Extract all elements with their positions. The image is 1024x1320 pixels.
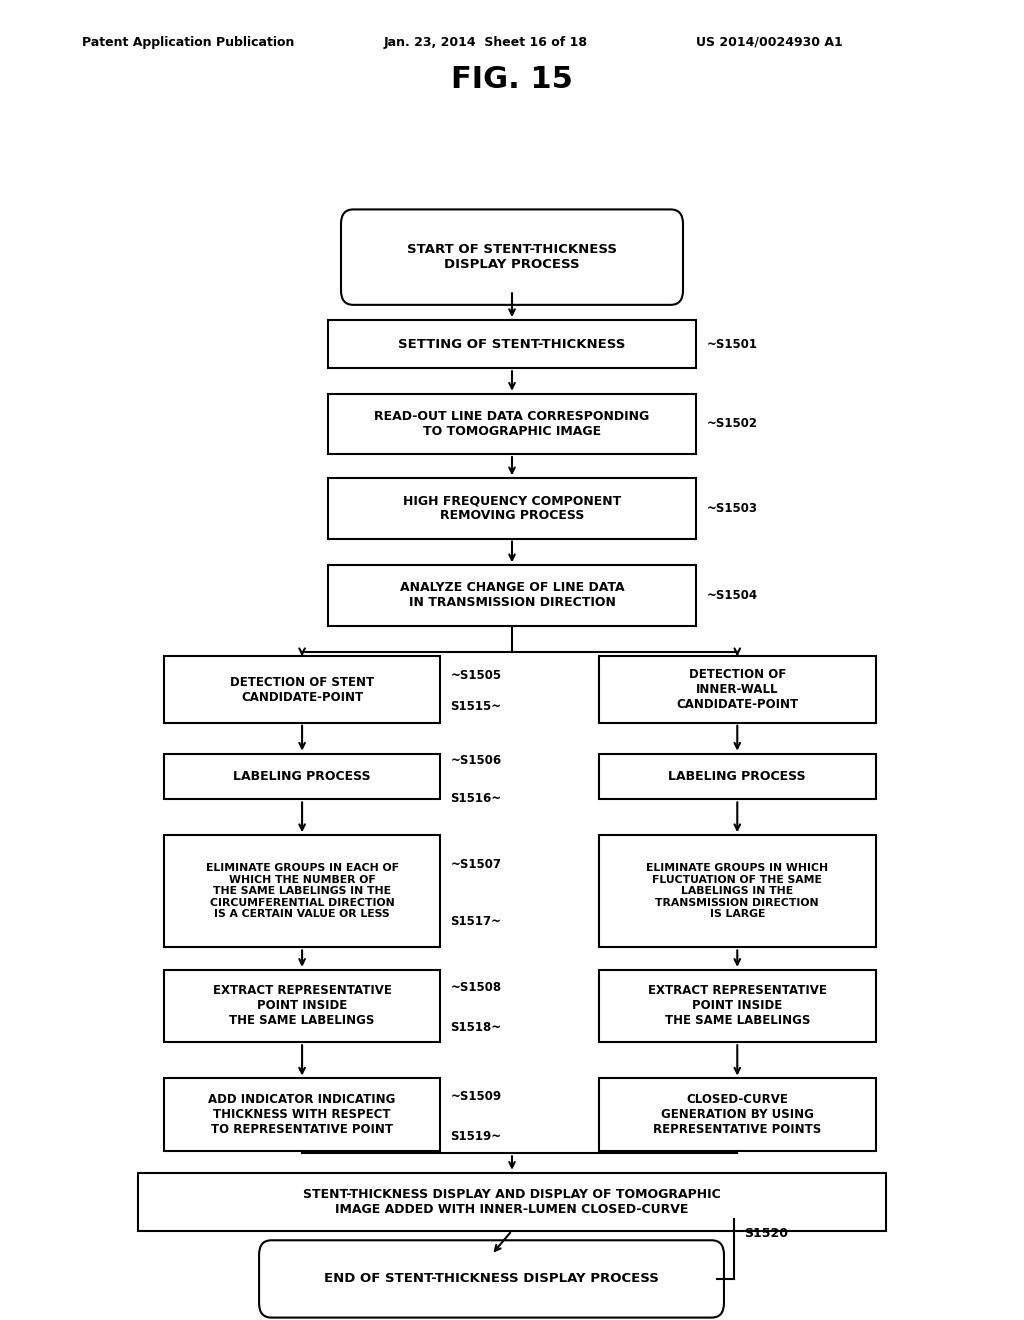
Bar bbox=[328, 319, 696, 368]
Text: LABELING PROCESS: LABELING PROCESS bbox=[233, 770, 371, 783]
Bar bbox=[599, 970, 876, 1043]
Text: S1516~: S1516~ bbox=[451, 792, 502, 805]
Text: ~S1507: ~S1507 bbox=[451, 858, 502, 871]
Bar bbox=[164, 970, 440, 1043]
Text: ~S1502: ~S1502 bbox=[707, 417, 758, 430]
Text: S1519~: S1519~ bbox=[451, 1130, 502, 1143]
FancyBboxPatch shape bbox=[341, 210, 683, 305]
Text: HIGH FREQUENCY COMPONENT
REMOVING PROCESS: HIGH FREQUENCY COMPONENT REMOVING PROCES… bbox=[402, 495, 622, 523]
Bar bbox=[164, 1078, 440, 1151]
Text: CLOSED-CURVE
GENERATION BY USING
REPRESENTATIVE POINTS: CLOSED-CURVE GENERATION BY USING REPRESE… bbox=[653, 1093, 821, 1137]
Text: S1517~: S1517~ bbox=[451, 915, 502, 928]
Text: S1520: S1520 bbox=[744, 1226, 788, 1239]
Text: ELIMINATE GROUPS IN WHICH
FLUCTUATION OF THE SAME
LABELINGS IN THE
TRANSMISSION : ELIMINATE GROUPS IN WHICH FLUCTUATION OF… bbox=[646, 863, 828, 920]
Text: DETECTION OF
INNER-WALL
CANDIDATE-POINT: DETECTION OF INNER-WALL CANDIDATE-POINT bbox=[676, 668, 799, 711]
Text: US 2014/0024930 A1: US 2014/0024930 A1 bbox=[696, 36, 843, 49]
Text: ADD INDICATOR INDICATING
THICKNESS WITH RESPECT
TO REPRESENTATIVE POINT: ADD INDICATOR INDICATING THICKNESS WITH … bbox=[209, 1093, 395, 1137]
Bar bbox=[599, 836, 876, 948]
Text: ELIMINATE GROUPS IN EACH OF
WHICH THE NUMBER OF
THE SAME LABELINGS IN THE
CIRCUM: ELIMINATE GROUPS IN EACH OF WHICH THE NU… bbox=[206, 863, 398, 920]
Bar bbox=[164, 754, 440, 800]
Text: END OF STENT-THICKNESS DISPLAY PROCESS: END OF STENT-THICKNESS DISPLAY PROCESS bbox=[324, 1272, 659, 1286]
FancyBboxPatch shape bbox=[259, 1241, 724, 1317]
Text: ~S1508: ~S1508 bbox=[451, 981, 502, 994]
Text: EXTRACT REPRESENTATIVE
POINT INSIDE
THE SAME LABELINGS: EXTRACT REPRESENTATIVE POINT INSIDE THE … bbox=[213, 985, 391, 1027]
Bar bbox=[164, 836, 440, 948]
Bar bbox=[138, 1172, 886, 1230]
Text: SETTING OF STENT-THICKNESS: SETTING OF STENT-THICKNESS bbox=[398, 338, 626, 351]
Text: START OF STENT-THICKNESS
DISPLAY PROCESS: START OF STENT-THICKNESS DISPLAY PROCESS bbox=[407, 243, 617, 271]
Text: DETECTION OF STENT
CANDIDATE-POINT: DETECTION OF STENT CANDIDATE-POINT bbox=[230, 676, 374, 704]
Text: ~S1504: ~S1504 bbox=[707, 589, 758, 602]
Bar bbox=[164, 656, 440, 723]
Text: ~S1501: ~S1501 bbox=[707, 338, 758, 351]
Text: Patent Application Publication: Patent Application Publication bbox=[82, 36, 294, 49]
Bar bbox=[328, 393, 696, 454]
Text: FIG. 15: FIG. 15 bbox=[451, 65, 573, 94]
Bar bbox=[328, 478, 696, 539]
Text: LABELING PROCESS: LABELING PROCESS bbox=[669, 770, 806, 783]
Text: EXTRACT REPRESENTATIVE
POINT INSIDE
THE SAME LABELINGS: EXTRACT REPRESENTATIVE POINT INSIDE THE … bbox=[648, 985, 826, 1027]
Text: READ-OUT LINE DATA CORRESPONDING
TO TOMOGRAPHIC IMAGE: READ-OUT LINE DATA CORRESPONDING TO TOMO… bbox=[375, 409, 649, 438]
Text: ANALYZE CHANGE OF LINE DATA
IN TRANSMISSION DIRECTION: ANALYZE CHANGE OF LINE DATA IN TRANSMISS… bbox=[399, 581, 625, 610]
Text: ~S1505: ~S1505 bbox=[451, 668, 502, 681]
Bar bbox=[328, 565, 696, 626]
Text: Jan. 23, 2014  Sheet 16 of 18: Jan. 23, 2014 Sheet 16 of 18 bbox=[384, 36, 588, 49]
Bar bbox=[599, 656, 876, 723]
Text: STENT-THICKNESS DISPLAY AND DISPLAY OF TOMOGRAPHIC
IMAGE ADDED WITH INNER-LUMEN : STENT-THICKNESS DISPLAY AND DISPLAY OF T… bbox=[303, 1188, 721, 1216]
Bar bbox=[599, 754, 876, 800]
Text: S1518~: S1518~ bbox=[451, 1022, 502, 1034]
Text: ~S1506: ~S1506 bbox=[451, 754, 502, 767]
Text: S1515~: S1515~ bbox=[451, 700, 502, 713]
Bar bbox=[599, 1078, 876, 1151]
Text: ~S1503: ~S1503 bbox=[707, 502, 758, 515]
Text: ~S1509: ~S1509 bbox=[451, 1090, 502, 1104]
